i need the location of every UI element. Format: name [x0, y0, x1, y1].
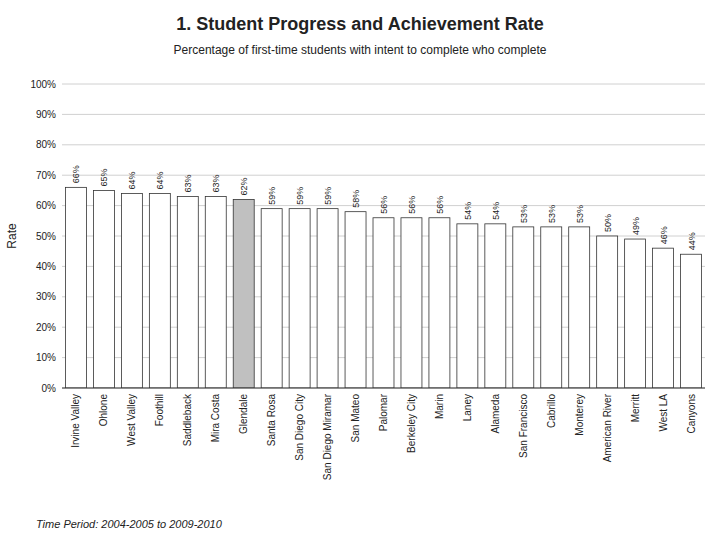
- x-tick-label: Alameda: [490, 394, 501, 434]
- bar: [625, 239, 646, 388]
- data-label: 62%: [239, 178, 249, 196]
- subtitle: Percentage of first-time students with i…: [174, 43, 547, 57]
- bar: [93, 190, 114, 388]
- x-tick-label: Cabrillo: [546, 394, 557, 428]
- bar: [569, 227, 590, 388]
- y-tick-label: 40%: [36, 261, 56, 272]
- x-tick-label: Irvine Valley: [70, 394, 81, 448]
- title: 1. Student Progress and Achievement Rate: [176, 14, 543, 34]
- bar: [289, 209, 310, 388]
- bar: [653, 248, 674, 388]
- bar: [317, 209, 338, 388]
- data-label: 64%: [127, 171, 137, 189]
- bar: [233, 200, 254, 388]
- x-tick-label: Merritt: [630, 394, 641, 423]
- data-label: 50%: [603, 214, 613, 232]
- x-tick-label: San Mateo: [350, 394, 361, 443]
- x-tick-label: Glendale: [238, 394, 249, 434]
- data-label: 49%: [631, 217, 641, 235]
- data-label: 54%: [491, 202, 501, 220]
- x-tick-label: Canyons: [686, 394, 697, 433]
- x-tick-label: West LA: [658, 394, 669, 432]
- footer: Time Period: 2004-2005 to 2009-2010: [36, 518, 223, 530]
- data-label: 63%: [183, 174, 193, 192]
- grid-line: [62, 114, 705, 115]
- data-label: 58%: [351, 190, 361, 208]
- bar: [121, 193, 142, 388]
- bar: [597, 236, 618, 388]
- x-tick-label: Laney: [462, 394, 473, 421]
- bars: [65, 187, 701, 388]
- bar: [345, 212, 366, 388]
- data-label: 63%: [211, 174, 221, 192]
- x-tick-label: San Diego City: [294, 394, 305, 461]
- data-label: 64%: [155, 171, 165, 189]
- y-tick-label: 50%: [36, 231, 56, 242]
- x-tick-label: West Valley: [126, 394, 137, 446]
- x-tick-label: Monterey: [574, 394, 585, 436]
- y-tick-label: 100%: [30, 79, 56, 90]
- x-tick-label: Ohlone: [98, 394, 109, 427]
- data-label: 46%: [659, 226, 669, 244]
- data-label: 54%: [463, 202, 473, 220]
- y-tick-label: 70%: [36, 170, 56, 181]
- x-tick-label: Santa Rosa: [266, 394, 277, 447]
- x-tick-label: San Diego Miramar: [322, 393, 333, 480]
- data-label: 59%: [323, 187, 333, 205]
- y-tick-label: 10%: [36, 352, 56, 363]
- x-tick-label: Palomar: [378, 393, 389, 431]
- bar: [513, 227, 534, 388]
- data-label: 59%: [267, 187, 277, 205]
- data-label: 59%: [295, 187, 305, 205]
- bar: [205, 196, 226, 388]
- x-tick-label: American River: [602, 393, 613, 462]
- y-tick-label: 80%: [36, 139, 56, 150]
- chart: 1. Student Progress and Achievement Rate…: [0, 0, 720, 540]
- bar: [149, 193, 170, 388]
- data-label: 66%: [71, 165, 81, 183]
- data-label: 56%: [379, 196, 389, 214]
- bar: [681, 254, 702, 388]
- data-label: 53%: [547, 205, 557, 223]
- y-tick-label: 0%: [42, 383, 57, 394]
- data-label: 44%: [687, 232, 697, 250]
- data-label: 53%: [575, 205, 585, 223]
- bar: [429, 218, 450, 388]
- x-tick-label: Foothill: [154, 394, 165, 426]
- bar: [401, 218, 422, 388]
- y-tick-label: 60%: [36, 200, 56, 211]
- grid-line: [62, 144, 705, 145]
- y-tick-label: 30%: [36, 291, 56, 302]
- data-label: 56%: [435, 196, 445, 214]
- bar: [485, 224, 506, 388]
- x-tick-label: Saddleback: [182, 393, 193, 446]
- bar: [65, 187, 86, 388]
- bar: [177, 196, 198, 388]
- x-tick-label: San Francisco: [518, 394, 529, 458]
- data-label: 53%: [519, 205, 529, 223]
- bar: [261, 209, 282, 388]
- grid-line: [62, 84, 705, 85]
- x-tick-label: Mira Costa: [210, 394, 221, 443]
- x-tick-label: Berkeley City: [406, 394, 417, 453]
- grid-line: [62, 388, 705, 389]
- data-label: 56%: [407, 196, 417, 214]
- grid: [62, 84, 705, 388]
- x-axis-line: [62, 388, 705, 389]
- bar: [373, 218, 394, 388]
- y-tick-label: 20%: [36, 322, 56, 333]
- bar: [457, 224, 478, 388]
- data-label: 65%: [99, 168, 109, 186]
- y-tick-label: 90%: [36, 109, 56, 120]
- bar: [541, 227, 562, 388]
- x-tick-label: Marin: [434, 394, 445, 419]
- y-axis-label: Rate: [5, 223, 19, 249]
